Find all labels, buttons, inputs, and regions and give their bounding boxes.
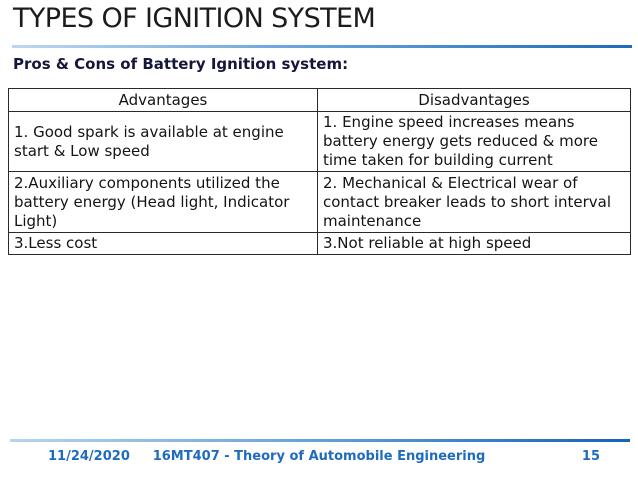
advantage-cell-1: 1. Good spark is available at engine sta… bbox=[8, 111, 318, 172]
advantage-cell-3: 3.Less cost bbox=[8, 232, 318, 255]
title-accent-rule bbox=[12, 45, 632, 48]
disadvantage-cell-1: 1. Engine speed increases means battery … bbox=[317, 111, 631, 172]
slide-subtitle: Pros & Cons of Battery Ignition system: bbox=[13, 55, 349, 73]
disadvantages-header: Disadvantages bbox=[317, 88, 631, 112]
footer-date: 11/24/2020 bbox=[48, 449, 130, 464]
table-header-row: Advantages Disadvantages bbox=[8, 88, 631, 112]
table-row: 2.Auxiliary components utilized the batt… bbox=[8, 171, 631, 233]
footer-course-title: 16MT407 - Theory of Automobile Engineeri… bbox=[152, 449, 486, 464]
disadvantage-cell-2: 2. Mechanical & Electrical wear of conta… bbox=[317, 171, 631, 233]
pros-cons-table: Advantages Disadvantages 1. Good spark i… bbox=[8, 88, 631, 255]
footer-page-number: 15 bbox=[581, 449, 600, 464]
table-row: 1. Good spark is available at engine sta… bbox=[8, 111, 631, 172]
disadvantage-cell-3: 3.Not reliable at high speed bbox=[317, 232, 631, 255]
footer-accent-rule bbox=[10, 439, 630, 442]
advantage-cell-2: 2.Auxiliary components utilized the batt… bbox=[8, 171, 318, 233]
table-row: 3.Less cost 3.Not reliable at high speed bbox=[8, 232, 631, 255]
slide-title: TYPES OF IGNITION SYSTEM bbox=[13, 3, 376, 34]
advantages-header: Advantages bbox=[8, 88, 318, 112]
